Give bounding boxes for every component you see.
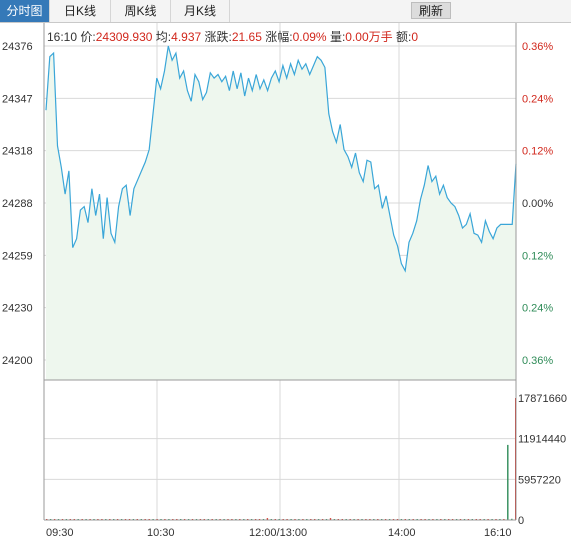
quote-time: 16:10 (47, 30, 78, 44)
tab-daily-k[interactable]: 日K线 (50, 0, 111, 22)
volume-y-tick: 0 (518, 515, 524, 527)
x-tick: 14:00 (388, 527, 416, 539)
x-tick: 09:30 (46, 527, 74, 539)
y-right-tick: 0.00% (522, 198, 553, 210)
volume-bar (507, 444, 509, 520)
y-left-tick: 24347 (2, 93, 33, 105)
quote-info: 16:10 价:24309.930 均:4.937 涨跌:21.65 涨幅:0.… (47, 30, 418, 45)
volume-y-tick: 5957220 (518, 474, 561, 486)
volume-y-tick: 17871660 (518, 393, 567, 405)
change-label: 涨跌: (204, 30, 232, 44)
y-right-tick: 0.24% (522, 303, 553, 315)
price-fill (46, 46, 516, 380)
volume-bar (266, 518, 269, 520)
y-right-tick: 0.24% (522, 93, 553, 105)
volume-label: 量: (329, 30, 346, 44)
pct-label: 涨幅: (265, 30, 293, 44)
x-axis-labels: 09:30 10:30 12:00/13:00 14:00 16:10 (46, 527, 512, 539)
avg-label: 均: (155, 30, 172, 44)
tab-weekly-k[interactable]: 周K线 (111, 0, 171, 22)
price-value: 24309.930 (95, 30, 153, 44)
y-left-tick: 24288 (2, 198, 33, 210)
y-right-tick: 0.36% (522, 355, 553, 367)
y-left-tick: 24230 (2, 303, 33, 315)
y-left-tick: 24376 (2, 41, 33, 53)
y-right-tick: 0.12% (522, 250, 553, 262)
refresh-button[interactable]: 刷新 (411, 2, 451, 19)
volume-bar (511, 518, 513, 520)
volume-bar (329, 518, 332, 520)
tab-intraday[interactable]: 分时图 (0, 0, 50, 22)
volume-y-tick: 11914440 (518, 434, 566, 446)
chart-frame (43, 23, 517, 521)
y-left-tick: 24200 (2, 355, 33, 367)
price-area (45, 45, 517, 380)
tab-monthly-k[interactable]: 月K线 (171, 0, 230, 22)
x-tick: 10:30 (147, 527, 175, 539)
volume-value: 0.00万手 (345, 30, 393, 44)
volume-bars (46, 398, 517, 520)
amount-label: 额: (396, 30, 412, 44)
y-left-tick: 24259 (2, 250, 33, 262)
y-left-tick: 24318 (2, 146, 33, 158)
y-axis-labels: 24376 0.36% 24347 0.24% 24318 0.12% 24288 0.00%… (2, 41, 567, 527)
price-line (45, 45, 517, 273)
amount-value: 0 (411, 30, 419, 44)
tab-bar: 分时图 日K线 周K线 月K线 刷新 (0, 0, 571, 23)
y-right-tick: 0.36% (522, 41, 553, 53)
x-tick: 16:10 (484, 527, 512, 539)
x-tick: 12:00/13:00 (249, 527, 307, 539)
pct-value: 0.09% (292, 30, 327, 44)
change-value: 21.65 (231, 30, 262, 44)
avg-value: 4.937 (171, 30, 202, 44)
y-right-tick: 0.12% (522, 146, 553, 158)
price-label: 价: (80, 30, 96, 44)
